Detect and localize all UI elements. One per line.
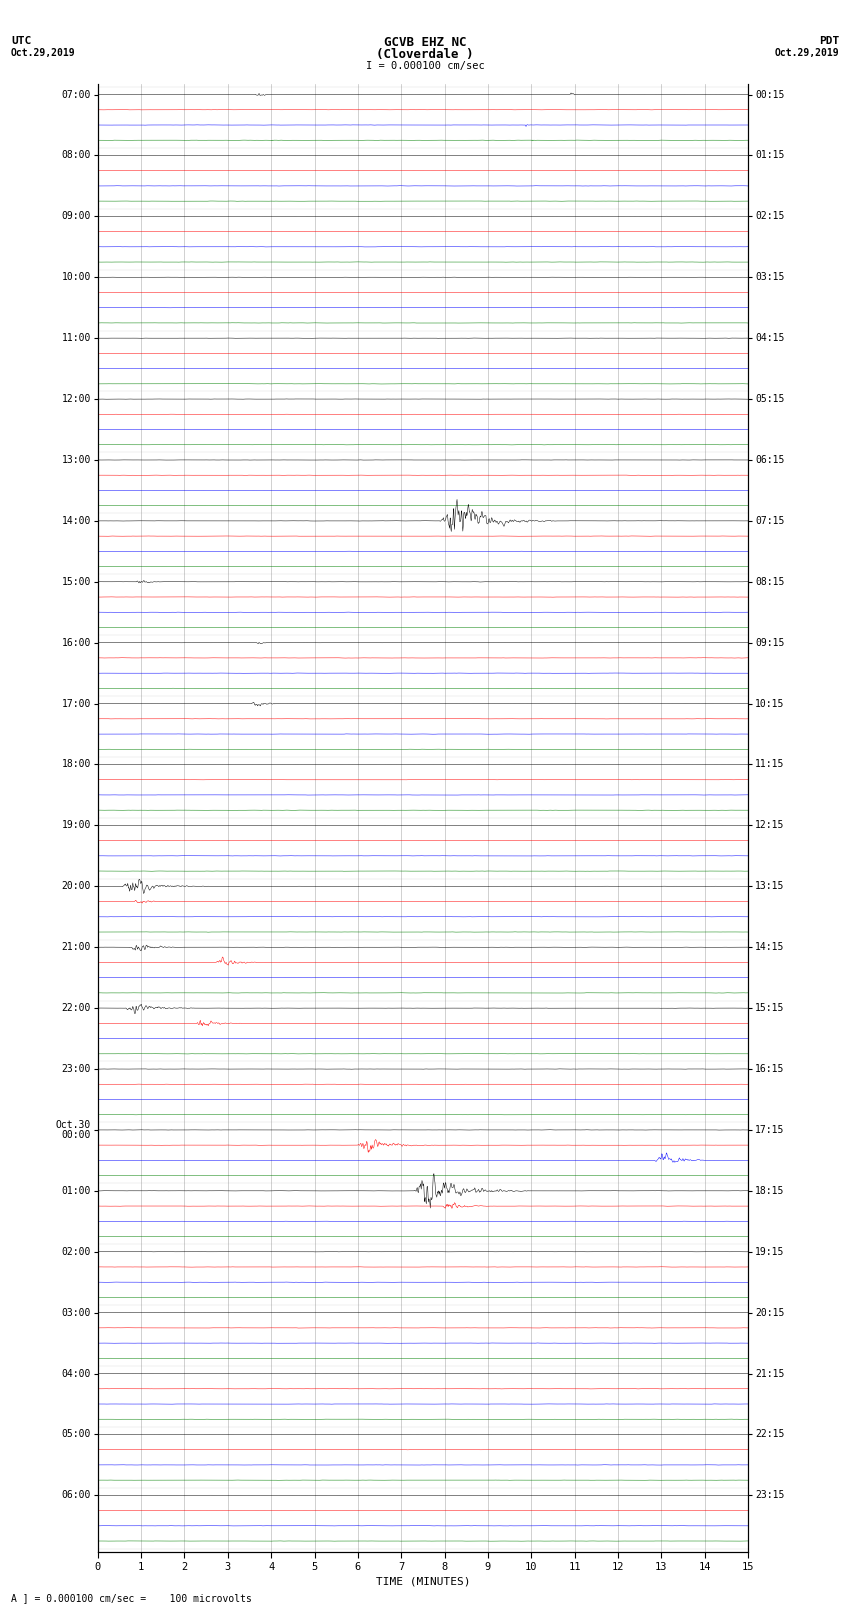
Text: GCVB EHZ NC: GCVB EHZ NC [383, 37, 467, 50]
Text: A ] = 0.000100 cm/sec =    100 microvolts: A ] = 0.000100 cm/sec = 100 microvolts [11, 1594, 252, 1603]
Text: (Cloverdale ): (Cloverdale ) [377, 48, 473, 61]
Text: I = 0.000100 cm/sec: I = 0.000100 cm/sec [366, 61, 484, 71]
Text: PDT: PDT [819, 37, 839, 47]
Text: Oct.29,2019: Oct.29,2019 [11, 48, 76, 58]
Text: UTC: UTC [11, 37, 31, 47]
X-axis label: TIME (MINUTES): TIME (MINUTES) [376, 1576, 470, 1586]
Text: Oct.29,2019: Oct.29,2019 [774, 48, 839, 58]
